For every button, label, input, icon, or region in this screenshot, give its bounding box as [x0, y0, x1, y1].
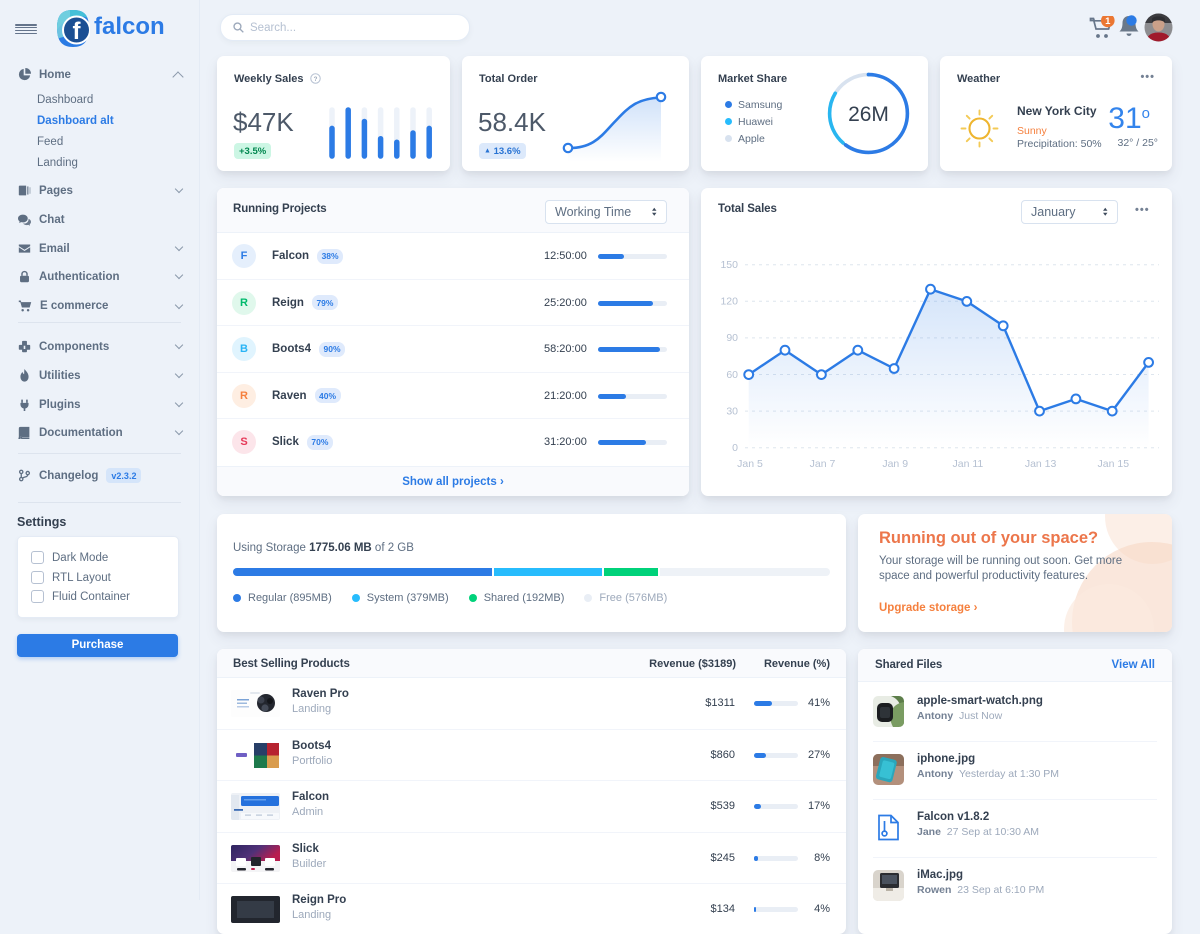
svg-text:90: 90 [726, 332, 738, 344]
svg-text:150: 150 [720, 259, 738, 271]
svg-text:Jan 15: Jan 15 [1098, 458, 1130, 470]
svg-text:?: ? [313, 76, 317, 83]
svg-text:Jan 9: Jan 9 [882, 458, 908, 470]
svg-text:60: 60 [726, 369, 738, 381]
svg-text:0: 0 [732, 442, 738, 454]
svg-text:30: 30 [726, 405, 738, 417]
svg-text:Jan 11: Jan 11 [953, 458, 984, 470]
svg-text:Jan 13: Jan 13 [1025, 458, 1057, 470]
svg-text:1: 1 [1105, 16, 1111, 27]
svg-text:Jan 5: Jan 5 [737, 458, 763, 470]
svg-text:f: f [73, 18, 82, 45]
svg-text:120: 120 [720, 296, 738, 308]
svg-text:26M: 26M [848, 103, 889, 126]
svg-text:Jan 7: Jan 7 [810, 458, 836, 470]
